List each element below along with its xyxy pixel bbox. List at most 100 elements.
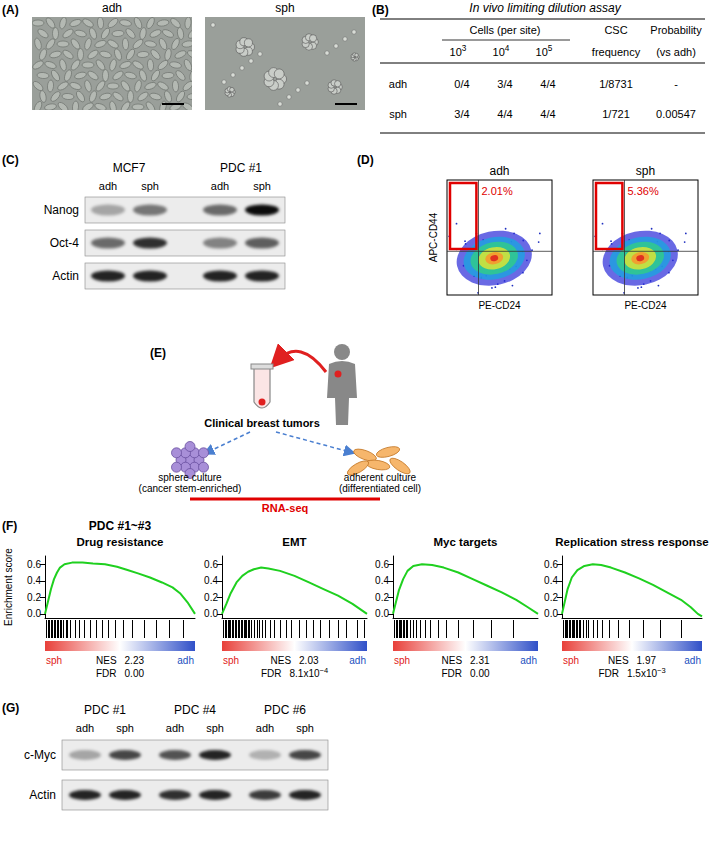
- svg-text:sph: sph: [296, 722, 314, 734]
- svg-text:0.2: 0.2: [204, 592, 218, 603]
- svg-text:0.00547: 0.00547: [656, 108, 696, 120]
- svg-text:(vs adh): (vs adh): [656, 46, 696, 58]
- svg-text:PDC #6: PDC #6: [264, 703, 306, 717]
- svg-text:(C): (C): [2, 153, 19, 167]
- svg-text:adh: adh: [684, 655, 701, 666]
- svg-text:Myc targets: Myc targets: [434, 536, 498, 548]
- svg-text:1/8731: 1/8731: [599, 78, 633, 90]
- svg-text:105: 105: [536, 44, 553, 58]
- svg-text:adh: adh: [349, 655, 366, 666]
- svg-text:(G): (G): [2, 701, 19, 715]
- svg-text:0.6: 0.6: [375, 559, 389, 570]
- svg-text:Probability: Probability: [650, 24, 702, 36]
- svg-text:adh: adh: [177, 655, 194, 666]
- svg-text:(B): (B): [372, 3, 389, 17]
- svg-text:0.4: 0.4: [27, 575, 41, 586]
- svg-text:APC-CD44: APC-CD44: [428, 212, 439, 262]
- svg-text:PDC #1: PDC #1: [84, 703, 126, 717]
- svg-text:sphere culture: sphere culture: [158, 472, 222, 483]
- svg-text:5.36%: 5.36%: [628, 185, 659, 197]
- svg-text:sph: sph: [563, 655, 579, 666]
- svg-text:Oct-4: Oct-4: [50, 236, 80, 250]
- svg-text:CSC: CSC: [604, 24, 627, 36]
- svg-text:Clinical breast tumors: Clinical breast tumors: [204, 417, 320, 429]
- svg-text:c-Myc: c-Myc: [24, 748, 56, 762]
- svg-text:104: 104: [493, 44, 510, 58]
- svg-text:0.2: 0.2: [27, 592, 41, 603]
- svg-text:PE-CD24: PE-CD24: [478, 300, 521, 311]
- svg-text:sph: sph: [206, 722, 224, 734]
- svg-text:(E): (E): [150, 346, 166, 360]
- svg-text:adh: adh: [99, 180, 117, 192]
- svg-text:0.6: 0.6: [544, 559, 558, 570]
- svg-text:sph: sph: [46, 655, 62, 666]
- svg-text:PE-CD24: PE-CD24: [624, 300, 667, 311]
- svg-text:frequency: frequency: [592, 46, 641, 58]
- svg-text:adherent culture: adherent culture: [344, 472, 417, 483]
- svg-text:adh: adh: [76, 722, 94, 734]
- svg-text:0.2: 0.2: [375, 592, 389, 603]
- svg-text:4/4: 4/4: [540, 78, 555, 90]
- svg-text:0.0: 0.0: [27, 608, 41, 619]
- svg-text:adh: adh: [166, 722, 184, 734]
- svg-text:4/4: 4/4: [540, 108, 555, 120]
- svg-text:4/4: 4/4: [497, 108, 512, 120]
- svg-text:adh: adh: [102, 1, 122, 15]
- svg-text:(A): (A): [2, 3, 19, 17]
- svg-text:1/721: 1/721: [602, 108, 630, 120]
- svg-text:RNA-seq: RNA-seq: [262, 502, 308, 514]
- svg-text:(D): (D): [357, 153, 374, 167]
- svg-text:sph: sph: [253, 180, 271, 192]
- svg-text:adh: adh: [520, 655, 537, 666]
- svg-text:(differentiated cell): (differentiated cell): [339, 483, 421, 494]
- svg-text:0.4: 0.4: [375, 575, 389, 586]
- svg-text:adh: adh: [256, 722, 274, 734]
- svg-text:PDC #1: PDC #1: [220, 161, 262, 175]
- svg-text:NES2.23: NES2.23: [96, 655, 144, 666]
- svg-text:FDR0.00: FDR0.00: [96, 668, 144, 679]
- svg-text:0.4: 0.4: [544, 575, 558, 586]
- svg-text:0.0: 0.0: [375, 608, 389, 619]
- svg-text:NES2.31: NES2.31: [441, 655, 489, 666]
- svg-text:3/4: 3/4: [497, 78, 512, 90]
- svg-text:NES2.03: NES2.03: [270, 655, 318, 666]
- svg-text:EMT: EMT: [282, 536, 306, 548]
- svg-text:0.6: 0.6: [204, 559, 218, 570]
- svg-text:-: -: [674, 78, 678, 90]
- svg-text:103: 103: [450, 44, 467, 58]
- svg-text:0.2: 0.2: [544, 592, 558, 603]
- svg-text:sph: sph: [389, 108, 407, 120]
- svg-text:0.0: 0.0: [204, 608, 218, 619]
- svg-text:In vivo limiting dilution assa: In vivo limiting dilution assay: [469, 1, 621, 15]
- svg-text:0.6: 0.6: [27, 559, 41, 570]
- svg-text:3/4: 3/4: [454, 108, 469, 120]
- svg-text:0.4: 0.4: [204, 575, 218, 586]
- svg-text:Drug resistance: Drug resistance: [77, 536, 164, 548]
- svg-text:Actin: Actin: [52, 269, 79, 283]
- svg-text:0.0: 0.0: [544, 608, 558, 619]
- svg-text:FDR0.00: FDR0.00: [441, 668, 489, 679]
- svg-text:PDC #4: PDC #4: [174, 703, 216, 717]
- svg-text:0/4: 0/4: [454, 78, 469, 90]
- svg-text:sph: sph: [636, 164, 655, 178]
- svg-text:sph: sph: [141, 180, 159, 192]
- svg-text:sph: sph: [275, 1, 294, 15]
- svg-text:sph: sph: [394, 655, 410, 666]
- svg-text:sph: sph: [116, 722, 134, 734]
- svg-text:adh: adh: [389, 78, 407, 90]
- svg-text:Cells (per site): Cells (per site): [470, 24, 541, 36]
- svg-text:NES1.97: NES1.97: [608, 655, 656, 666]
- svg-text:adh: adh: [489, 164, 509, 178]
- svg-text:(F): (F): [2, 519, 17, 533]
- svg-text:2.01%: 2.01%: [482, 185, 513, 197]
- svg-text:Actin: Actin: [29, 788, 56, 802]
- svg-text:PDC #1~#3: PDC #1~#3: [89, 519, 152, 533]
- svg-text:MCF7: MCF7: [113, 161, 146, 175]
- svg-text:(cancer stem-enriched): (cancer stem-enriched): [139, 483, 242, 494]
- svg-text:adh: adh: [211, 180, 229, 192]
- svg-text:Enrichment score: Enrichment score: [3, 548, 14, 626]
- svg-text:Nanog: Nanog: [44, 203, 79, 217]
- svg-text:Replication stress response: Replication stress response: [555, 536, 708, 548]
- svg-text:FDR1.5x10−3: FDR1.5x10−3: [598, 666, 665, 679]
- svg-text:FDR8.1x10−4: FDR8.1x10−4: [261, 666, 328, 679]
